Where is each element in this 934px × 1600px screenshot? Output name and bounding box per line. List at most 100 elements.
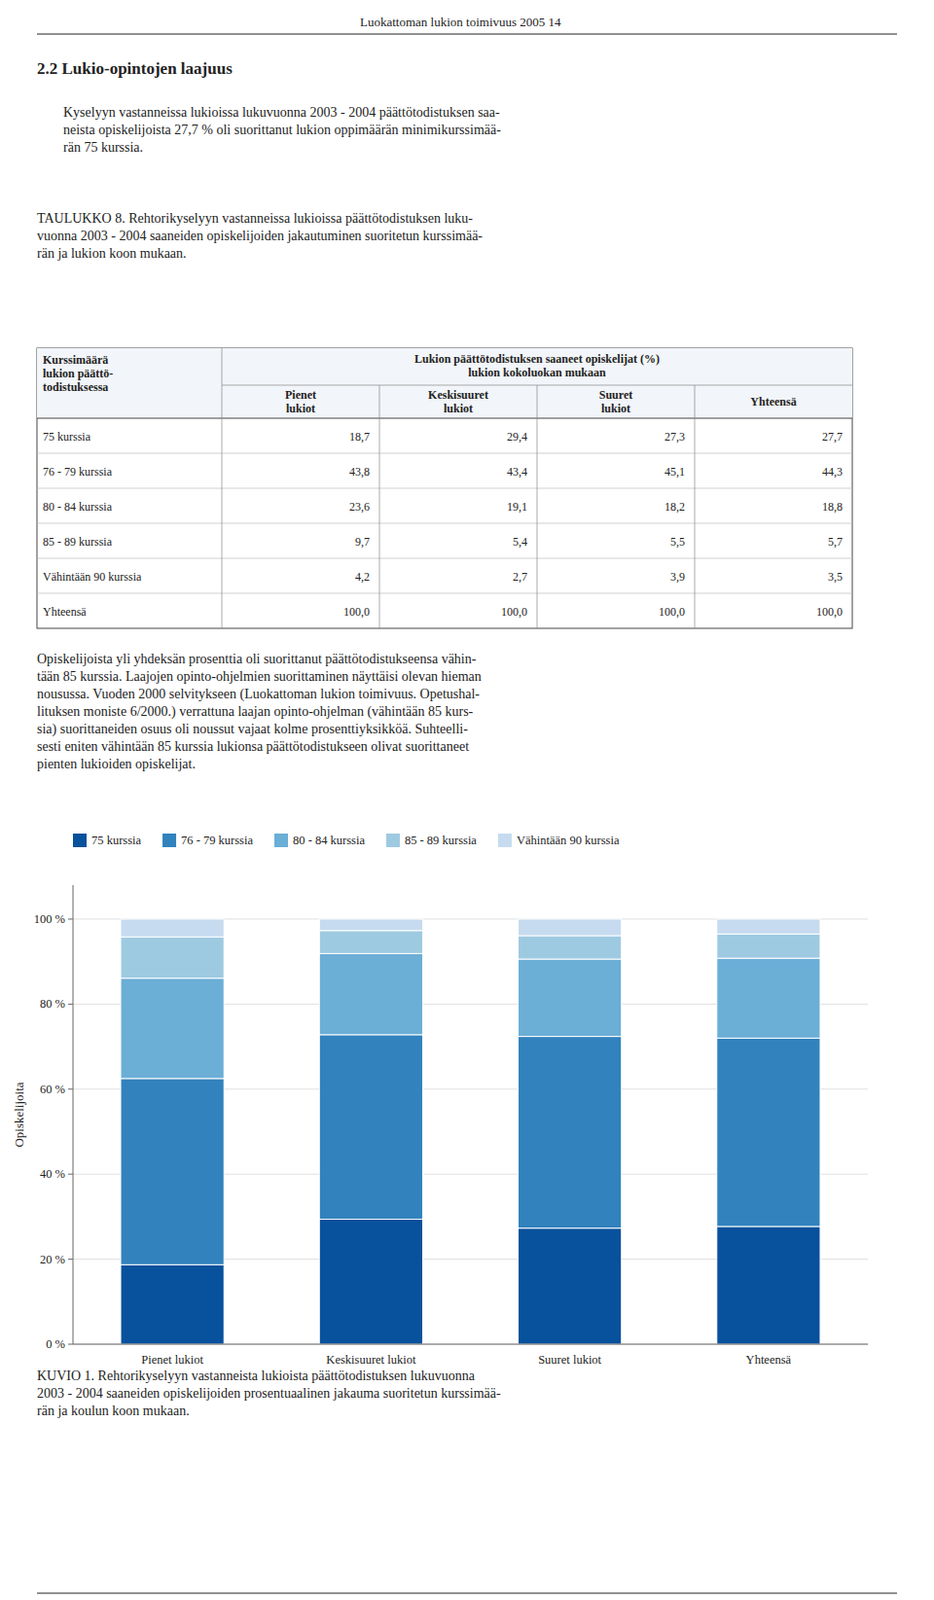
bar-segment [518,1037,622,1229]
table-rule [36,558,853,560]
table-cell: 5,4 [512,535,528,549]
bar-segment [518,935,622,960]
bar-segment [120,919,224,937]
paragraph: neista opiskelijoista 27,7 % oli suoritt… [63,122,502,138]
table-cell: 2,7 [512,570,528,584]
table-header: todistuksessa [42,380,108,395]
legend-label: 76 - 79 kurssia [180,833,253,848]
table-rule [36,523,853,525]
x-tick-label: Keskisuuret lukiot [325,1353,417,1367]
table-header: lukiot [286,401,316,416]
y-tick-label: 80 % [39,997,66,1011]
table-header: Kurssimäärä [42,353,108,367]
paragraph: sesti eniten vähintään 85 kurssia lukion… [36,739,469,755]
table-rule [36,593,853,595]
legend-swatch [72,833,87,848]
table-cell: 100,0 [343,605,370,619]
y-axis [72,885,74,1345]
table-rule [36,418,853,420]
legend-label: 80 - 84 kurssia [292,833,365,848]
bar-segment [319,1220,423,1345]
figure-caption: KUVIO 1. Rehtorikyselyyn vastanneista lu… [36,1368,476,1384]
table-cell: 100,0 [816,605,843,619]
table-header: Keskisuuret [428,388,489,402]
table-title: TAULUKKO 8. Rehtorikyselyyn vastanneissa… [36,211,473,226]
y-tick [68,918,73,920]
paragraph: nousussa. Vuoden 2000 selvitykseen (Luok… [36,686,480,703]
bar-segment [518,1228,622,1345]
y-tick [68,1004,73,1006]
x-tick-label: Suuret lukiot [538,1353,602,1367]
bar-segment [319,953,423,1035]
section-title: 2.2 Lukio-opintojen laajuus [36,59,233,78]
legend-label: 75 kurssia [91,833,142,848]
y-axis-label: Opiskelijoita [11,1081,27,1148]
table-border [36,348,853,629]
y-tick-label: 60 % [39,1082,66,1097]
table-cell: 18,7 [349,430,370,444]
table-header: lukiot [601,401,631,416]
table-cell: 18,2 [664,500,685,514]
table-row-label: Vähintään 90 kurssia [42,570,143,584]
table-cell: 44,3 [822,465,843,479]
paragraph: rän 75 kurssia. [63,140,144,155]
table-cell: 43,8 [349,465,370,479]
paragraph: pienten lukioiden opiskelijat. [36,756,196,772]
paragraph: lituksen moniste 6/2000.) verrattuna laa… [36,704,474,720]
paragraph: Kyselyyn vastanneissa lukioissa lukuvuon… [63,105,501,120]
table-rule [221,348,223,629]
paragraph: tään 85 kurssia. Laajojen opinto-ohjelmi… [36,669,482,684]
x-axis [72,1344,868,1346]
bars [120,919,821,1345]
table-rule [379,385,381,629]
bar-segment [717,958,821,1039]
y-tick-label: 0 % [45,1337,66,1352]
table-row-label: 85 - 89 kurssia [42,535,113,549]
bottom-rule [36,1593,898,1595]
table-cell: 18,8 [822,500,843,514]
paragraph: sia) suorittaneiden osuus oli noussut va… [36,721,468,738]
y-tick-label: 40 % [39,1167,66,1182]
y-tick [68,1344,73,1346]
paragraph: Opiskelijoista yli yhdeksän prosenttia o… [36,651,477,667]
table-cell: 5,7 [827,535,843,549]
table-header: Lukion päättötodistuksen saaneet opiskel… [414,352,660,366]
bar-segment [717,1226,821,1345]
top-rule [36,33,898,35]
bar-segment [319,919,423,932]
table-cell: 43,4 [506,465,528,479]
figure-caption: rän ja koulun koon mukaan. [36,1403,190,1419]
y-tick-label: 100 % [34,912,66,927]
table-cell: 27,7 [822,430,843,444]
table-cell: 3,9 [670,570,685,584]
legend-swatch [274,833,288,848]
background [0,0,934,1600]
table-header: Pienet [285,388,317,402]
figure-caption: 2003 - 2004 saaneiden opiskelijoiden pro… [36,1386,502,1401]
table-cell: 3,5 [827,570,843,584]
table-row-label: 80 - 84 kurssia [42,500,113,514]
chart: 0 %20 %40 %60 %80 %100 %Pienet lukiotKes… [11,833,868,1367]
legend-label: Vähintään 90 kurssia [516,833,620,848]
y-tick [68,1088,73,1090]
table-header: lukion päättö- [42,366,113,381]
table-cell: 45,1 [664,465,685,479]
table-header: lukiot [443,401,473,416]
table: Kurssimäärälukion päättö-todistuksessa Lu… [36,348,853,629]
legend-swatch [498,833,512,848]
y-tick [68,1258,73,1260]
x-tick-label: Yhteensä [746,1353,792,1367]
table-cell: 29,4 [506,430,528,444]
table-rule [694,385,696,629]
table-cell: 5,5 [670,535,685,549]
legend: 75 kurssia 76 - 79 kurssia 80 - 84 kurssia… [72,833,620,848]
grid-line [72,1344,868,1346]
table-cell: 100,0 [658,605,685,619]
bar-segment [518,919,622,936]
bar-segment [120,1078,224,1265]
bar-segment [319,1035,423,1221]
table-cell: 4,2 [355,570,370,584]
bar-segment [717,919,821,934]
page-header: Luokattoman lukion toimivuus 2005 14 [359,14,562,30]
table-cell: 19,1 [506,500,528,514]
